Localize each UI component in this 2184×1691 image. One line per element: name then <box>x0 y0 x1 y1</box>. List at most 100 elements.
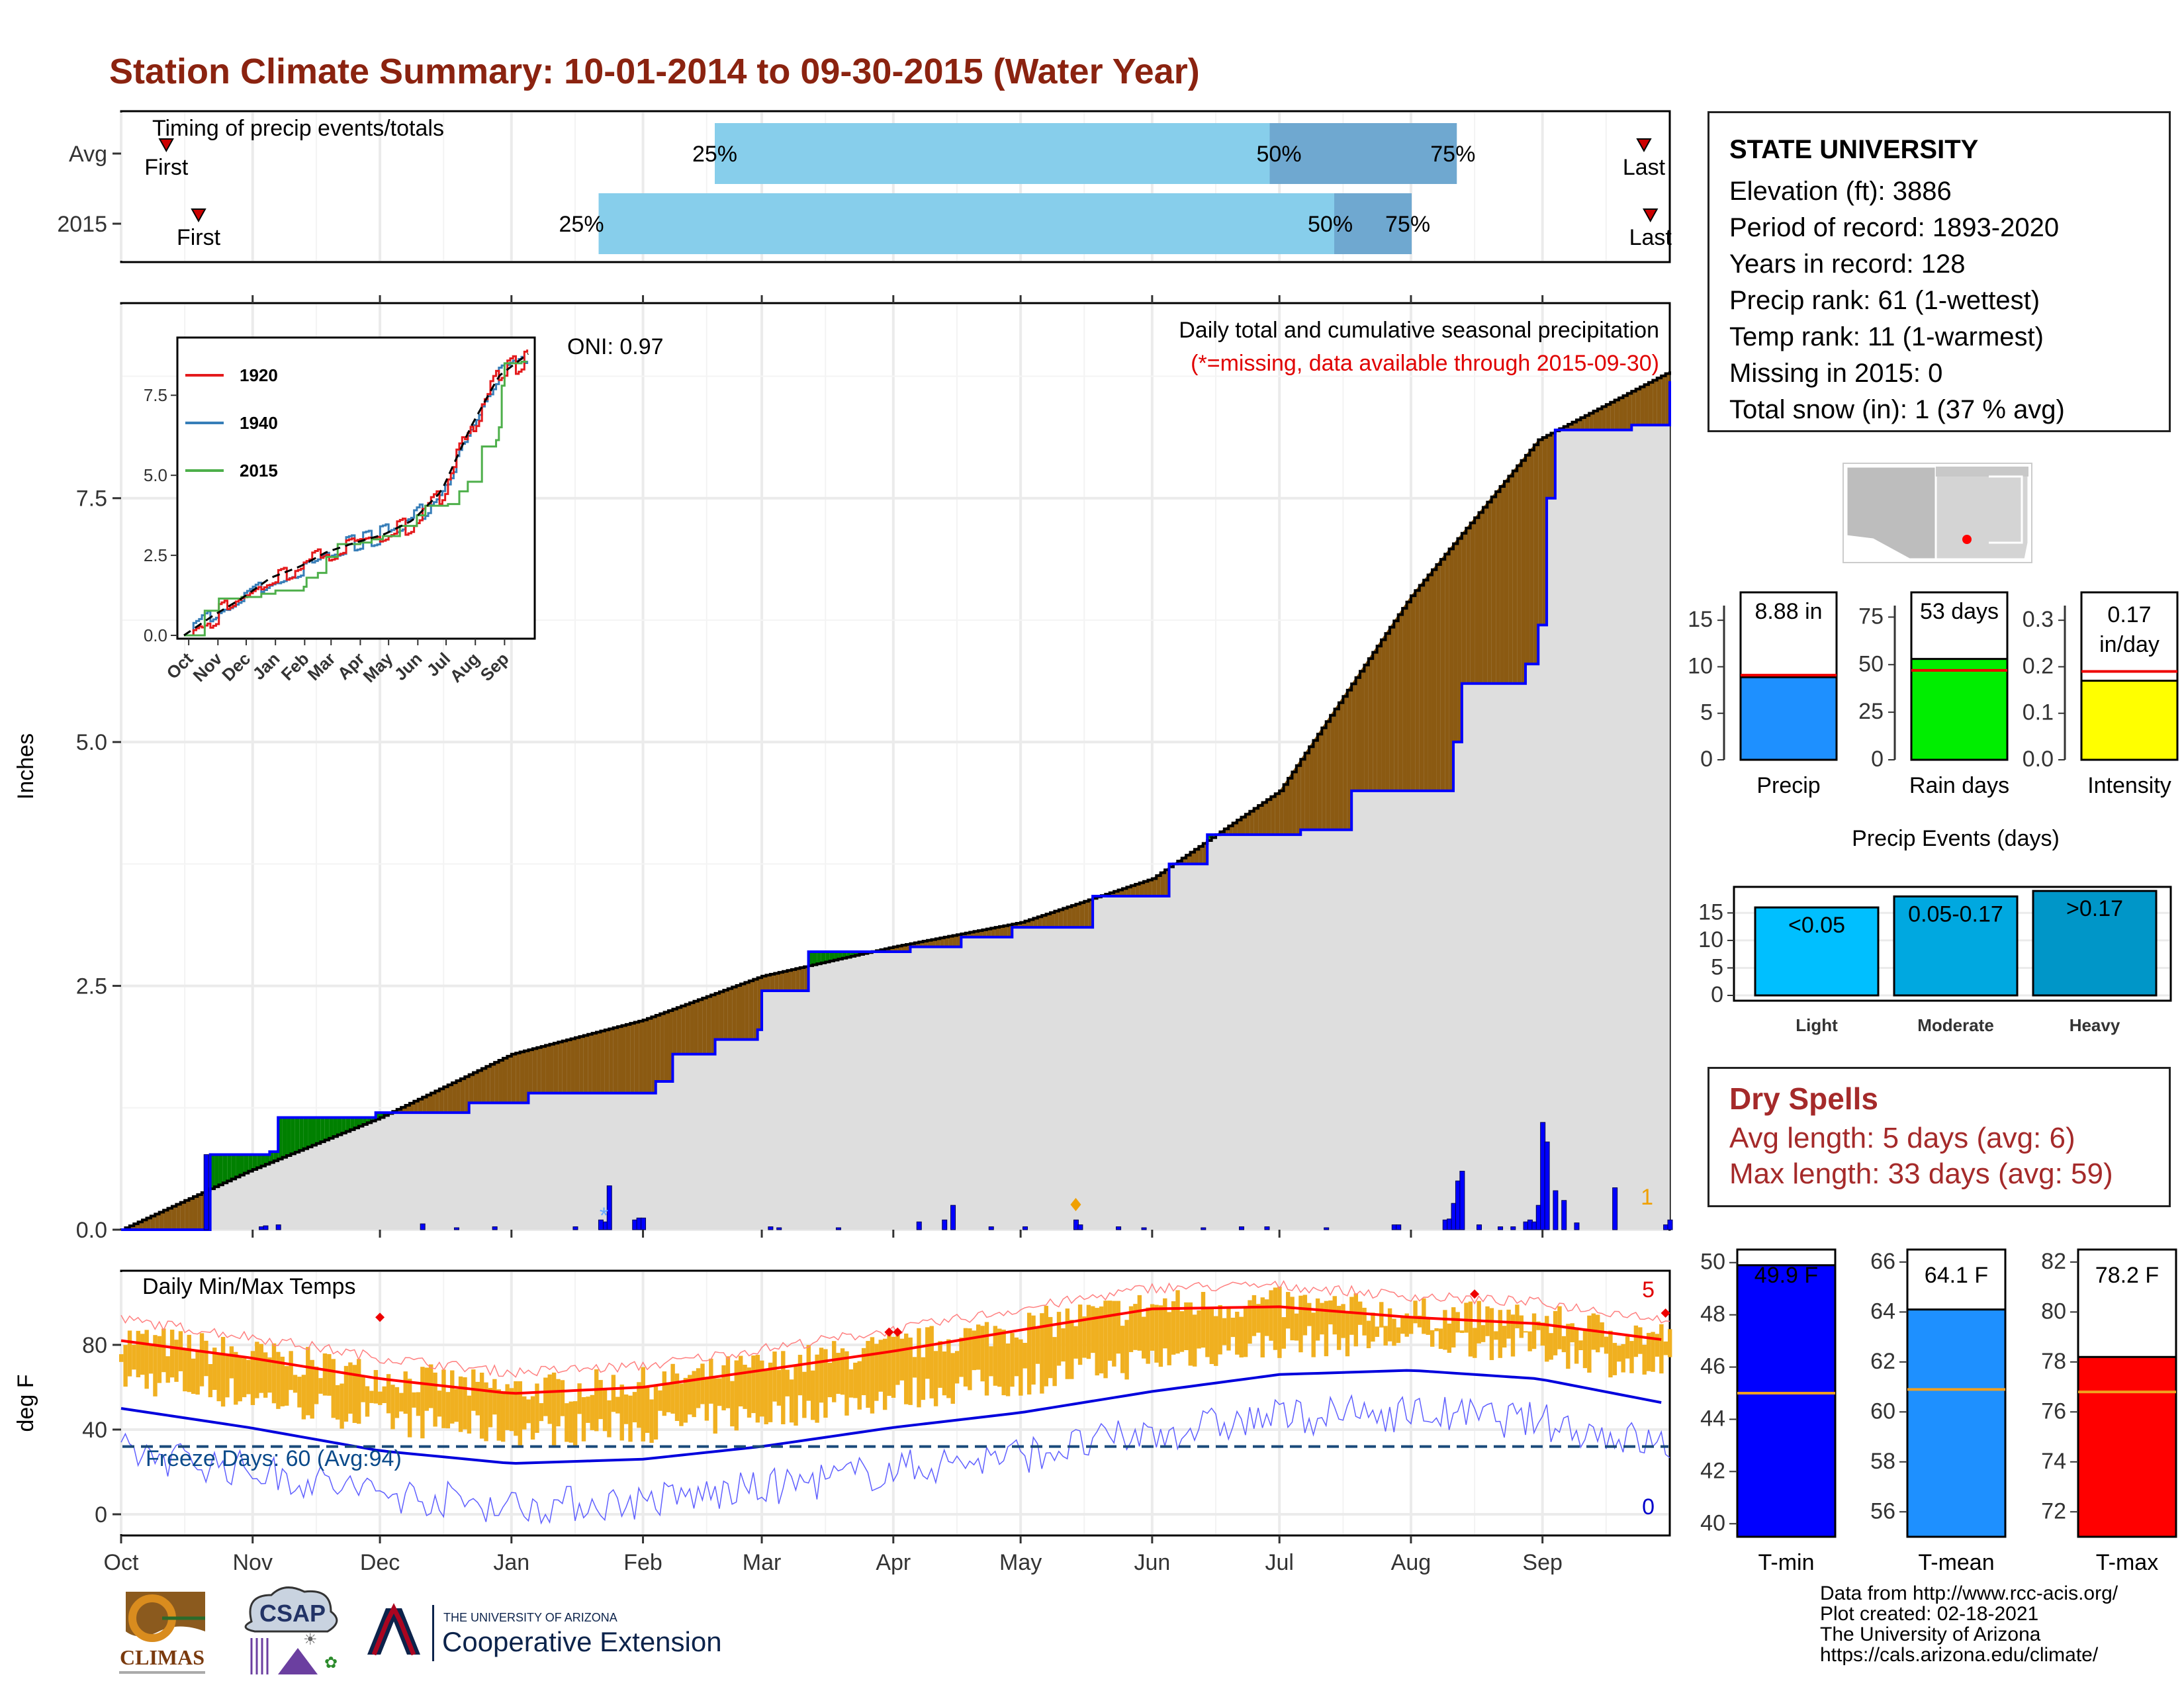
below-normal-band <box>1538 437 1543 625</box>
below-normal-band <box>490 1062 495 1103</box>
mini-bar-value <box>2080 680 2179 761</box>
below-normal-band <box>783 970 788 991</box>
below-normal-band <box>431 1091 435 1113</box>
below-normal-band <box>1262 800 1267 835</box>
temp-bar-value-text: 49.9 F <box>1754 1263 1818 1288</box>
below-normal-band <box>639 1020 643 1093</box>
daily-temp-bar <box>530 1396 535 1440</box>
climas-logo[interactable]: CLIMAS <box>106 1582 218 1681</box>
below-normal-band <box>1657 375 1662 426</box>
daily-temp-bar <box>450 1370 455 1424</box>
daily-temp-bar <box>551 1372 557 1446</box>
daily-temp-bar <box>399 1393 404 1412</box>
below-normal-band <box>681 1004 686 1054</box>
daily-temp-bar <box>1137 1295 1142 1351</box>
daily-temp-bar <box>195 1349 200 1395</box>
daily-temp-bar <box>721 1365 726 1410</box>
daily-temp-bar <box>1443 1310 1447 1350</box>
daily-temp-bar <box>878 1340 883 1392</box>
daily-temp-bar <box>1248 1300 1252 1344</box>
below-normal-band <box>1475 512 1479 684</box>
timing-label: Timing of precip events/totals <box>152 116 444 141</box>
daily-temp-bar <box>1154 1304 1159 1363</box>
csap-logo-text: CSAP <box>259 1600 326 1627</box>
temp-bar-tick-label: 56 <box>1870 1498 1895 1524</box>
ua-extension-name: Cooperative Extension <box>442 1626 722 1657</box>
below-normal-band <box>596 1030 601 1093</box>
daily-precip-bar <box>1238 1226 1244 1230</box>
below-normal-band <box>1338 696 1343 830</box>
daily-precip-bar <box>1612 1187 1618 1230</box>
daily-temp-bar <box>670 1363 675 1414</box>
daily-precip-bar <box>916 1221 922 1230</box>
y-tick-label: 2.5 <box>76 974 107 999</box>
below-normal-band <box>1661 373 1666 426</box>
daily-temp-bar <box>1566 1324 1570 1369</box>
daily-temp-bar <box>429 1364 433 1408</box>
timing-row-label: 2015 <box>57 212 107 237</box>
mini-bar-tick-label: 0 <box>1871 747 1884 772</box>
station-location-marker <box>1962 535 1972 544</box>
below-normal-band <box>486 1064 490 1103</box>
below-normal-band <box>1479 507 1483 684</box>
daily-temp-bar <box>1124 1320 1129 1380</box>
daily-precip-bar <box>275 1224 281 1230</box>
temp-bar-tick-label: 76 <box>2041 1398 2066 1424</box>
daily-precip-bar <box>492 1226 498 1230</box>
daily-temp-bar <box>1596 1314 1600 1353</box>
daily-temp-bar <box>861 1348 866 1396</box>
mini-bar-tick-label: 25 <box>1858 699 1884 724</box>
below-normal-band <box>562 1040 567 1093</box>
below-normal-band <box>1058 908 1064 928</box>
daily-temp-bar <box>1638 1327 1643 1354</box>
daily-temp-bar <box>178 1331 183 1371</box>
daily-temp-bar <box>1010 1333 1015 1387</box>
timing-row-label: Avg <box>69 142 107 167</box>
daily-temp-bar <box>500 1391 506 1442</box>
below-normal-band <box>477 1068 482 1103</box>
precip-events-title: Precip Events (days) <box>1852 826 2060 851</box>
daily-temp-bar <box>848 1369 854 1398</box>
daily-temp-bar <box>942 1351 947 1396</box>
daily-temp-bar <box>972 1330 977 1371</box>
daily-temp-bar <box>1400 1315 1405 1334</box>
pct-label: 25% <box>692 142 737 167</box>
daily-temp-bar <box>183 1349 187 1392</box>
avg-min-line <box>120 1369 1662 1465</box>
below-normal-band <box>180 1200 185 1230</box>
mini-bar-value <box>1910 658 2009 761</box>
daily-temp-bar <box>208 1363 213 1398</box>
daily-temp-bar <box>569 1401 573 1443</box>
pct-label: 75% <box>1430 142 1475 167</box>
daily-temp-bar <box>327 1353 332 1396</box>
last-label: Last <box>1629 225 1672 250</box>
daily-temp-bar <box>725 1356 731 1408</box>
climas-logo-text: CLIMAS <box>120 1645 205 1669</box>
x-tick-label: Jul <box>1265 1550 1293 1575</box>
below-normal-band <box>528 1048 533 1093</box>
daily-temp-bar <box>908 1337 913 1405</box>
daily-temp-bar <box>1188 1302 1193 1366</box>
temp-panel-title: Daily Min/Max Temps <box>142 1274 355 1299</box>
below-normal-band <box>766 974 770 991</box>
daily-precip-bar <box>1553 1190 1559 1230</box>
daily-temp-bar <box>938 1341 942 1388</box>
daily-temp-bar <box>187 1334 191 1393</box>
daily-temp-bar <box>276 1351 281 1409</box>
mini-bar-label: Precip <box>1756 773 1820 798</box>
below-normal-band <box>799 966 805 991</box>
ua-cooperative-extension-logo[interactable]: THE UNIVERSITY OF ARIZONA Cooperative Ex… <box>361 1602 745 1668</box>
csap-logo[interactable]: CSAP ☀ ✿ <box>232 1582 351 1688</box>
below-normal-band <box>1330 709 1335 830</box>
timing-bar-25-50 <box>715 123 1270 184</box>
snow-marker-icon <box>1070 1198 1081 1211</box>
below-normal-band <box>1500 481 1504 684</box>
daily-temp-bar <box>572 1401 578 1446</box>
daily-temp-bar <box>445 1392 451 1429</box>
avg-cumulative-area <box>121 371 1670 1230</box>
daily-temp-bar <box>1146 1307 1150 1364</box>
snow-count: 1 <box>1641 1185 1653 1210</box>
daily-temp-bar <box>220 1337 226 1407</box>
daily-temp-bar <box>322 1353 328 1396</box>
daily-precip-bar <box>1544 1141 1550 1230</box>
